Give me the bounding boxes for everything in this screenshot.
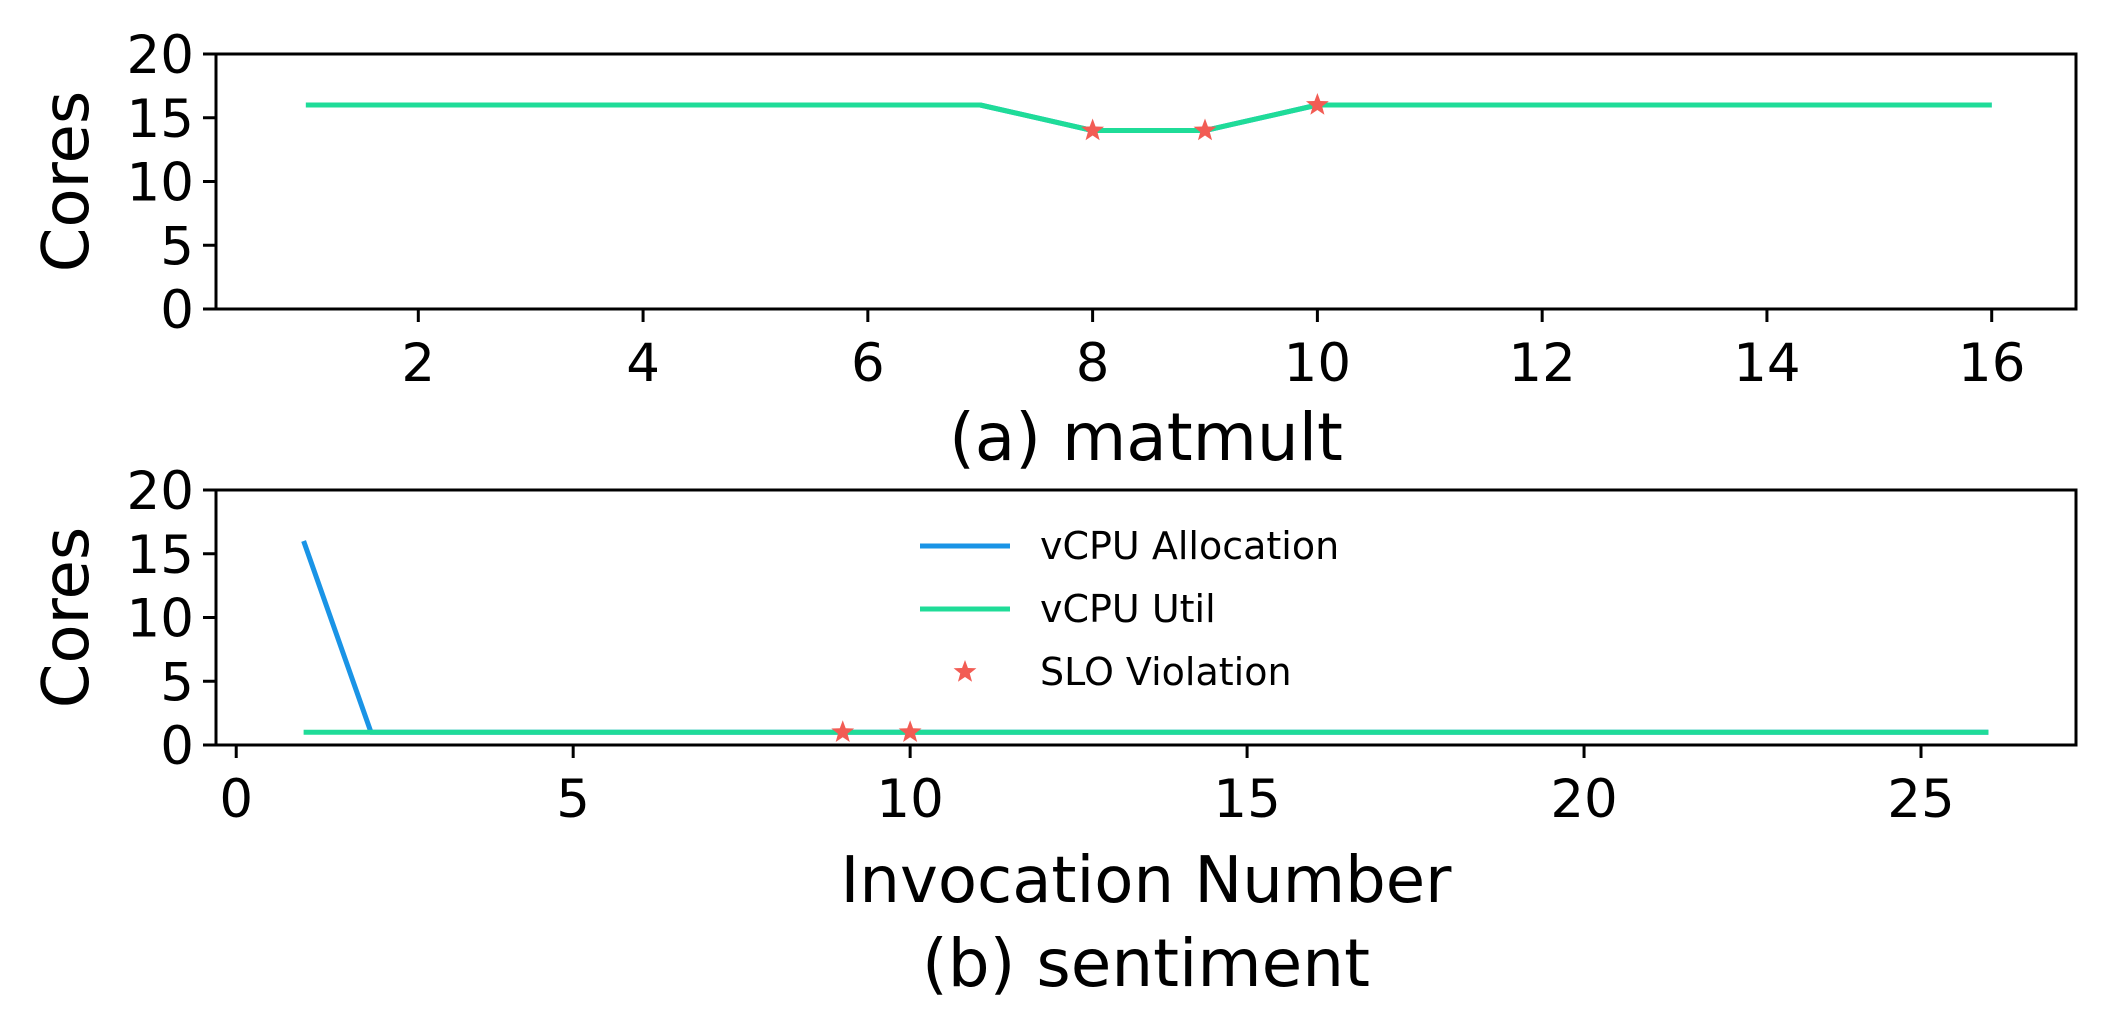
panel-caption: (b) sentiment <box>922 925 1370 1002</box>
legend-entry: SLO Violation <box>1040 650 1292 694</box>
y-tick-label: 0 <box>160 280 194 341</box>
axes-frame <box>214 52 2078 311</box>
y-tick-label: 5 <box>160 216 194 277</box>
legend-swatch <box>953 660 977 682</box>
y-tick-label: 10 <box>127 153 194 214</box>
slo-violation-marker <box>1193 118 1217 141</box>
series-line-vcpu-allocation <box>305 102 1992 133</box>
x-tick-label: 4 <box>626 333 660 394</box>
x-tick-label: 20 <box>1550 769 1617 830</box>
x-tick-label: 15 <box>1213 769 1280 830</box>
series-line-vcpu-allocation <box>301 540 1989 735</box>
x-tick-label: 16 <box>1958 333 2025 394</box>
legend-entry: vCPU Util <box>1040 587 1216 631</box>
y-tick-label: 20 <box>127 461 194 522</box>
x-tick-label: 2 <box>401 333 435 394</box>
slo-violation-marker <box>898 720 922 742</box>
x-axis-title: Invocation Number <box>841 844 1453 918</box>
x-tick-label: 25 <box>1887 769 1954 830</box>
x-tick-label: 10 <box>876 769 943 830</box>
x-tick-label: 12 <box>1508 333 1575 394</box>
x-tick-label: 5 <box>556 769 590 830</box>
y-tick-label: 15 <box>127 525 194 586</box>
legend: vCPU Allocation vCPU Util SLO Violation <box>920 524 1339 694</box>
y-axis-title: Cores <box>30 527 104 708</box>
y-tick-label: 5 <box>160 652 194 713</box>
slo-violation-marker <box>1305 93 1329 115</box>
x-tick-label: 10 <box>1284 333 1351 394</box>
legend-entry: vCPU Allocation <box>1040 524 1339 568</box>
x-tick-label: 14 <box>1733 333 1800 394</box>
slo-violation-marker <box>831 720 855 742</box>
x-tick-label: 8 <box>1076 333 1110 394</box>
panel-caption: (a) matmult <box>949 399 1343 476</box>
y-tick-label: 15 <box>127 89 194 150</box>
y-tick-label: 10 <box>127 589 194 650</box>
slo-violation-marker <box>1081 118 1105 141</box>
x-tick-label: 0 <box>219 769 253 830</box>
y-axis-title: Cores <box>30 91 104 272</box>
y-tick-label: 20 <box>127 25 194 86</box>
series-line-vcpu-util <box>305 102 1992 133</box>
y-tick-label: 0 <box>160 716 194 777</box>
x-tick-label: 6 <box>851 333 885 394</box>
